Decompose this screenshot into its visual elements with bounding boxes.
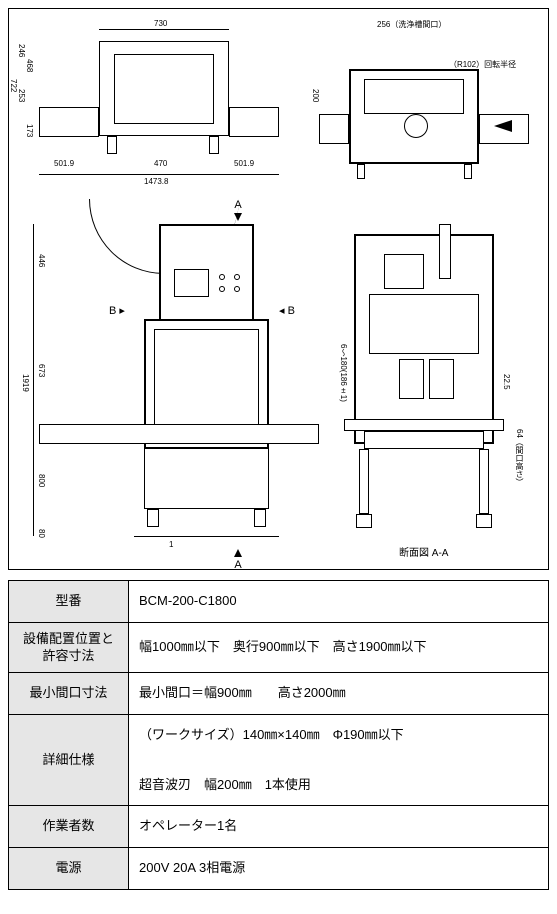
- dim-gap: 1: [169, 540, 173, 549]
- dim-note186: 6～180(186±1): [338, 344, 349, 402]
- dim-1919: 1919: [21, 374, 30, 392]
- table-row: 作業者数オペレーター1名: [9, 806, 549, 848]
- dim-total: 1473.8: [144, 177, 168, 186]
- spec-label: 設備配置位置と 許容寸法: [9, 622, 129, 673]
- side-plan-view: 256（洗浄槽間口） （R102）回転半径 200: [319, 19, 539, 194]
- dim-80: 80: [37, 529, 46, 538]
- dim-left-seg: 501.9: [54, 159, 74, 168]
- spec-label: 電源: [9, 847, 129, 889]
- dim-22-5: 22.5: [502, 374, 511, 390]
- table-row: 設備配置位置と 許容寸法幅1000㎜以下 奥行900㎜以下 高さ1900㎜以下: [9, 622, 549, 673]
- spec-value: オペレーター1名: [129, 806, 549, 848]
- spec-value: BCM-200-C1800: [129, 581, 549, 623]
- spec-value: （ワークサイズ）140㎜×140㎜ Φ190㎜以下 超音波刃 幅200㎜ 1本使…: [129, 715, 549, 806]
- dim-h3: 253: [17, 89, 26, 102]
- table-row: 最小間口寸法最小間口＝幅900㎜ 高さ2000㎜: [9, 673, 549, 715]
- section-label: 断面図 A-A: [399, 544, 448, 559]
- dim-800: 800: [37, 474, 46, 487]
- dim-htotal: 722: [9, 79, 18, 92]
- table-row: 電源200V 20A 3相電源: [9, 847, 549, 889]
- dim-673: 673: [37, 364, 46, 377]
- dim-mid-seg: 470: [154, 159, 167, 168]
- dim-depth-200: 200: [311, 89, 320, 102]
- dim-h4: 173: [25, 124, 34, 137]
- section-view: 22.5 64（間口高さ） 6～180(186±1) 断面図 A-A: [344, 234, 539, 559]
- technical-drawing: 730 501.9 470 501.9 1473.8 246 468 253 1…: [8, 8, 549, 570]
- spec-label: 型番: [9, 581, 129, 623]
- section-A-bottom: A: [234, 549, 242, 570]
- spec-value: 200V 20A 3相電源: [129, 847, 549, 889]
- dim-446: 446: [37, 254, 46, 267]
- dim-right-seg: 501.9: [234, 159, 254, 168]
- flow-arrow-icon: [494, 120, 512, 134]
- spec-label: 作業者数: [9, 806, 129, 848]
- table-row: 詳細仕様（ワークサイズ）140㎜×140㎜ Φ190㎜以下 超音波刃 幅200㎜…: [9, 715, 549, 806]
- front-view: 446 673 800 80 1919 1 B ▸ ◂ B: [39, 224, 319, 559]
- spec-label: 最小間口寸法: [9, 673, 129, 715]
- note-wash: 256（洗浄槽間口）: [377, 19, 446, 30]
- section-B-left: B ▸: [109, 304, 125, 317]
- section-B-right: ◂ B: [279, 304, 295, 317]
- dim-width-top: 730: [154, 19, 167, 28]
- dim-h1: 246: [17, 44, 26, 57]
- plan-view: 730 501.9 470 501.9 1473.8 246 468 253 1…: [39, 29, 279, 199]
- spec-table: 型番BCM-200-C1800設備配置位置と 許容寸法幅1000㎜以下 奥行90…: [8, 580, 549, 890]
- table-row: 型番BCM-200-C1800: [9, 581, 549, 623]
- dim-64: 64（間口高さ）: [514, 429, 525, 486]
- section-A-top: A: [234, 199, 242, 221]
- spec-value: 最小間口＝幅900㎜ 高さ2000㎜: [129, 673, 549, 715]
- spec-label: 詳細仕様: [9, 715, 129, 806]
- spec-value: 幅1000㎜以下 奥行900㎜以下 高さ1900㎜以下: [129, 622, 549, 673]
- dim-h2: 468: [25, 59, 34, 72]
